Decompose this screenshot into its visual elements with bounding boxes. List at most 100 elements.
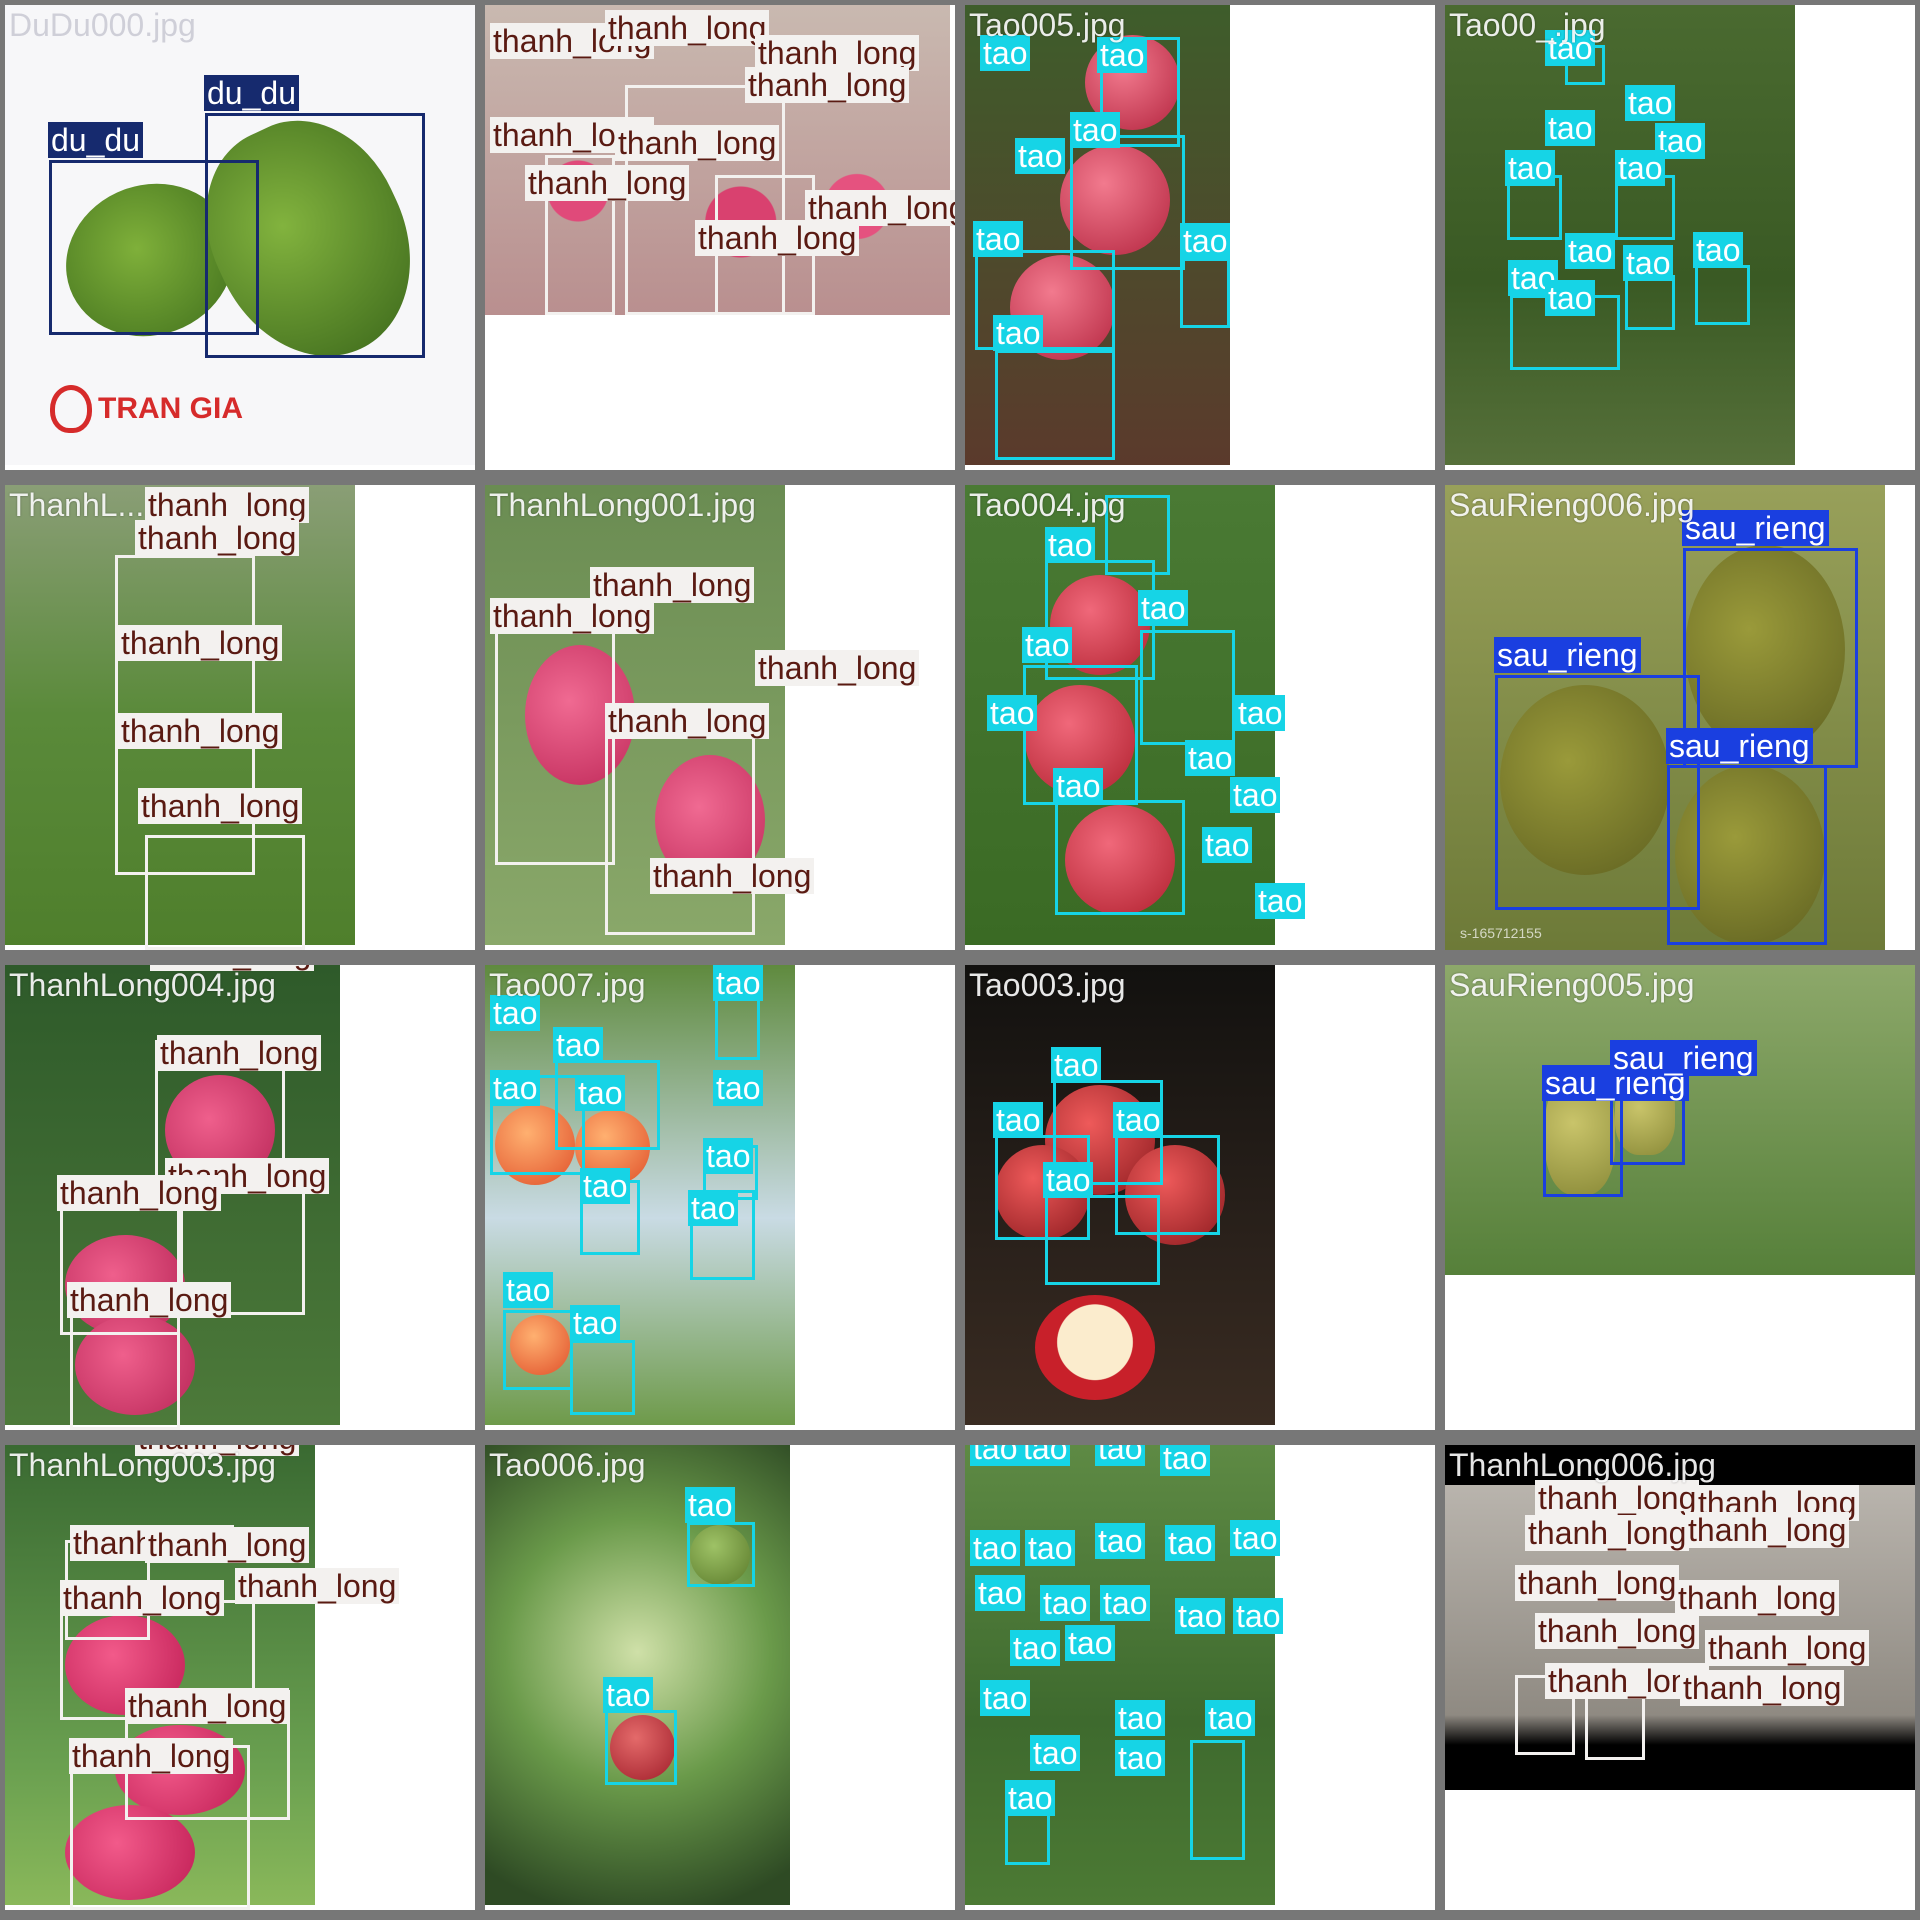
tile-thanhlong003: ThanhLong003.jpg thanh_long thanh_long t… <box>5 1445 475 1910</box>
bbox-label: thanh_long <box>1685 1512 1849 1548</box>
bbox-label: tao <box>1505 150 1555 186</box>
bbox-label: tao <box>688 1190 738 1226</box>
bbox-label: tao <box>1230 777 1280 813</box>
tile-tao004: Tao004.jpg tao tao tao tao tao tao tao t… <box>965 485 1435 950</box>
bbox-label: thanh_long <box>1705 1630 1869 1666</box>
tile-filename: Tao006.jpg <box>489 1447 646 1484</box>
bbox-label: tao <box>1020 1445 1070 1466</box>
bbox-label: tao <box>1205 1700 1255 1736</box>
bbox-label: du_du <box>48 122 143 158</box>
bbox-label: thanh_long <box>695 220 859 256</box>
bbox-label: thanh_long <box>605 703 769 739</box>
bbox-label: tao <box>1545 280 1595 316</box>
bbox-label: tao <box>1230 1520 1280 1556</box>
tile-thanhlong001: ThanhLong001.jpg thanh_long thanh_long t… <box>485 485 955 950</box>
bbox-label: thanh_long <box>235 1568 399 1604</box>
bbox-label: thanh_long <box>1675 1580 1839 1616</box>
bbox-label: tao <box>1165 1525 1215 1561</box>
bbox-tao <box>1190 1740 1245 1860</box>
bbox-label: tao <box>1005 1780 1055 1816</box>
bbox-label: thanh_long <box>67 1282 231 1318</box>
bbox-label: tao <box>1615 150 1665 186</box>
bbox-thanh-long <box>145 835 305 950</box>
bbox-label: tao <box>993 1102 1043 1138</box>
bbox-label: thanh_long <box>118 713 282 749</box>
bbox-sau-rieng <box>1667 765 1827 945</box>
bbox-label: tao <box>1138 590 1188 626</box>
bbox-label: tao <box>1115 1700 1165 1736</box>
tile-filename: ThanhLong006.jpg <box>1449 1447 1716 1484</box>
tile-saurieng006: SauRieng006.jpg s-165712155 sau_rieng sa… <box>1445 485 1915 950</box>
brand-logo: TRAN GIA <box>50 385 243 433</box>
bbox-label: du_du <box>204 75 299 111</box>
bbox-tao <box>1140 630 1235 745</box>
tile-filename: Tao004.jpg <box>969 487 1126 524</box>
bbox-label: thanh_long <box>605 10 769 46</box>
bbox-label: sau_rieng <box>1682 510 1829 546</box>
bbox-label: tao <box>1040 1585 1090 1621</box>
bbox-label: tao <box>490 1070 540 1106</box>
tile-tao-tree: tao tao tao tao tao tao tao tao tao tao … <box>965 1445 1435 1910</box>
bbox-label: thanh_long <box>57 1175 221 1211</box>
bbox-label: tao <box>713 965 763 1001</box>
tile-thanhlong004: ThanhLong004.jpg thanh_long thanh_long t… <box>5 965 475 1430</box>
bbox-tao <box>1625 275 1675 330</box>
bbox-tao <box>1695 265 1750 325</box>
bbox-label: tao <box>575 1075 625 1111</box>
bbox-label: tao <box>1095 1445 1145 1466</box>
tile-filename: Tao007.jpg <box>489 967 646 1004</box>
tile-filename: Tao003.jpg <box>969 967 1126 1004</box>
bbox-tao <box>715 995 760 1060</box>
bbox-label: thanh_long <box>157 1035 321 1071</box>
bbox-label: tao <box>503 1272 553 1308</box>
bbox-label: tao <box>570 1305 620 1341</box>
bbox-tao <box>1180 258 1230 328</box>
tile-thanhlong-crate: thanh_long thanh_long thanh_long thanh_l… <box>485 5 955 470</box>
tile-thanhlong006: ThanhLong006.jpg thanh_long thanh_long t… <box>1445 1445 1915 1910</box>
bbox-label: thanh_long <box>755 650 919 686</box>
tile-filename: ThanhLong001.jpg <box>489 487 756 524</box>
bbox-label: thanh_long <box>138 788 302 824</box>
bbox-label: tao <box>1095 1523 1145 1559</box>
bbox-label: tao <box>1100 1585 1150 1621</box>
bbox-label: tao <box>1030 1735 1080 1771</box>
tile-saurieng005: SauRieng005.jpg sau_rieng sau_rieng <box>1445 965 1915 1430</box>
bbox-label: tao <box>970 1530 1020 1566</box>
bbox-label: thanh_long <box>1535 1613 1699 1649</box>
bbox-label: tao <box>1045 527 1095 563</box>
bbox-label: thanh_long <box>118 625 282 661</box>
bbox-label: tao <box>1623 245 1673 281</box>
bbox-label: tao <box>1180 223 1230 259</box>
tile-thanhlong-field: ThanhL... thanh_long thanh_long thanh_lo… <box>5 485 475 950</box>
bbox-tao <box>503 1310 573 1390</box>
tile-tao005: Tao005.jpg tao tao tao tao tao tao tao <box>965 5 1435 470</box>
tile-filename: ThanhLong004.jpg <box>9 967 276 1004</box>
bbox-label: tao <box>1175 1598 1225 1634</box>
tile-photo <box>485 1445 790 1905</box>
bbox-label: tao <box>1233 1598 1283 1634</box>
bbox-label: thanh_long <box>1525 1515 1689 1551</box>
bbox-label: tao <box>1565 233 1615 269</box>
bbox-label: tao <box>1015 138 1065 174</box>
bbox-label: sau_rieng <box>1610 1040 1757 1076</box>
bbox-label: tao <box>1625 85 1675 121</box>
bbox-tao <box>1055 800 1185 915</box>
bbox-du-du <box>205 113 425 358</box>
bbox-label: sau_rieng <box>1666 728 1813 764</box>
bbox-label: tao <box>993 315 1043 351</box>
bbox-label: tao <box>1051 1047 1101 1083</box>
bbox-label: thanh_long <box>125 1688 289 1724</box>
bbox-label: tao <box>1022 627 1072 663</box>
bbox-label: tao <box>1065 1625 1115 1661</box>
bbox-label: tao <box>553 1027 603 1063</box>
bbox-thanh-long <box>495 615 615 865</box>
bbox-label: thanh_long <box>745 67 909 103</box>
bbox-label: tao <box>1053 768 1103 804</box>
bbox-label: tao <box>1693 232 1743 268</box>
bbox-label: tao <box>1070 112 1120 148</box>
bbox-label: thanh_long <box>60 1580 224 1616</box>
bbox-tao <box>570 1340 635 1415</box>
tile-filename: Tao005.jpg <box>969 7 1126 44</box>
bbox-label: tao <box>1043 1162 1093 1198</box>
bbox-label: thanh_long <box>1535 1480 1699 1516</box>
